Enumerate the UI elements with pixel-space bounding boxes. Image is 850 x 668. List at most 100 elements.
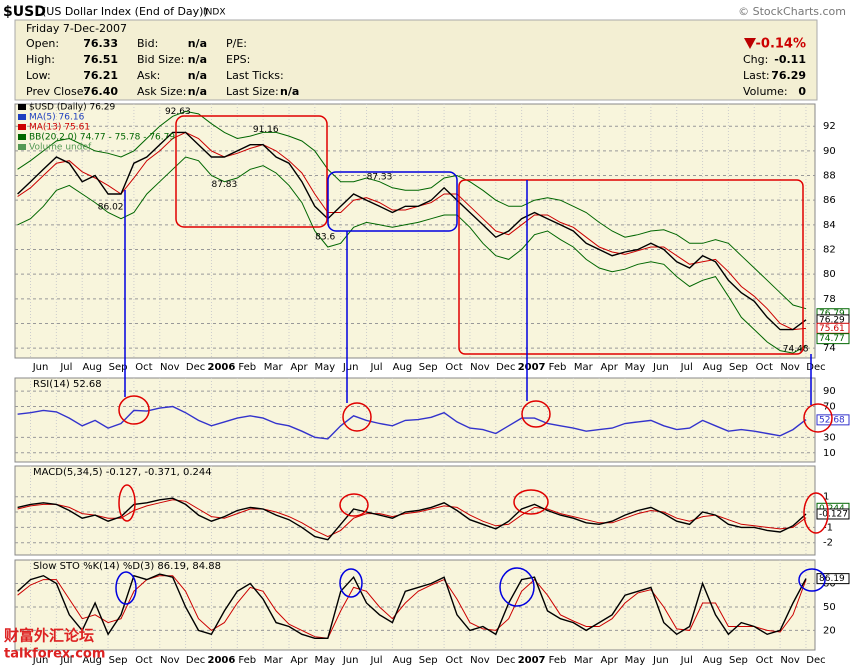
x-tick-label: Sep [729, 655, 748, 666]
x-tick-label: Feb [549, 362, 567, 373]
circle [342, 402, 372, 432]
circle [521, 400, 551, 428]
end-label: -0.127 [819, 509, 848, 519]
x-tick-label: Aug [393, 362, 413, 373]
x-tick-label: Apr [290, 362, 308, 373]
legend-label: $USD (Daily) 76.29 [29, 103, 116, 113]
x-tick-label: Oct [756, 655, 773, 666]
panel [14, 559, 816, 651]
circle [118, 484, 136, 522]
legend-label: Volume undef [29, 143, 92, 153]
x-tick-label: Aug [393, 655, 413, 666]
quote-value: 76.51 [83, 53, 118, 66]
x-tick-label: Oct [756, 362, 773, 373]
legend-swatch [18, 124, 26, 130]
x-tick-label: Jul [680, 655, 693, 666]
symbol: $USD [3, 4, 46, 20]
summary-value: 0 [798, 85, 806, 98]
x-tick-label: Mar [574, 655, 594, 666]
legend-swatch [18, 104, 26, 110]
end-label-box [816, 573, 850, 585]
circle [798, 568, 826, 592]
highlights [115, 115, 833, 607]
x-tick-label: Apr [290, 655, 308, 666]
x-tick-label: Oct [445, 655, 462, 666]
series-line [17, 156, 807, 354]
y-tick-label: 70 [823, 402, 836, 413]
x-tick-label: Oct [135, 362, 152, 373]
end-label-box [816, 414, 850, 426]
end-label-box [816, 508, 850, 520]
x-tick-label: Feb [238, 655, 256, 666]
x-tick-label: Aug [703, 655, 723, 666]
down-arrow [744, 38, 756, 49]
quote-label: Ask: [137, 69, 160, 82]
quote-label: Last Ticks: [226, 69, 284, 82]
y-tick-label: 10 [823, 448, 836, 459]
highlight-box [327, 171, 458, 232]
y-tick-label: 78 [823, 294, 836, 305]
circle [499, 567, 535, 607]
summary-value: -0.11 [774, 53, 806, 66]
series-line [17, 497, 807, 541]
y-tick-label: 86 [823, 195, 836, 206]
x-tick-label: Dec [806, 655, 825, 666]
circle [803, 403, 833, 433]
x-tick-label: Oct [445, 362, 462, 373]
quote-box [14, 19, 818, 101]
end-label: 86.19 [819, 574, 845, 584]
highlight-box [175, 115, 328, 228]
summary-label: Last: [743, 69, 770, 82]
x-tick-label: May [625, 362, 646, 373]
x-tick-label: Apr [601, 362, 619, 373]
quote-value: n/a [280, 85, 299, 98]
quote-value: 76.21 [83, 69, 118, 82]
legend-swatch [18, 134, 26, 140]
annotation: 87.33 [367, 172, 393, 182]
quote-value: n/a [188, 53, 207, 66]
highlight-box [458, 179, 804, 355]
quote-label: P/E: [226, 37, 247, 50]
summary-label: Chg: [743, 53, 768, 66]
exchange: INDX [203, 8, 225, 18]
summary-value: 76.29 [771, 69, 806, 82]
x-tick-label: Nov [470, 655, 490, 666]
quote-date: Friday 7-Dec-2007 [26, 22, 127, 35]
y-tick-label: 92 [823, 121, 836, 132]
series-line [17, 131, 807, 331]
x-tick-label: Aug [82, 362, 102, 373]
watermark: 财富外汇论坛 [4, 627, 94, 645]
circle [513, 489, 549, 515]
y-tick-label: 88 [823, 171, 836, 182]
x-tick-label: Sep [109, 655, 128, 666]
x-tick-label: Jul [680, 362, 693, 373]
quote-label: High: [26, 53, 55, 66]
annotation: 87.83 [211, 180, 237, 190]
y-tick-label: 82 [823, 244, 836, 255]
end-label: 76.79 [819, 309, 845, 319]
y-tick-label: 20 [823, 625, 836, 636]
summary-label: Volume: [743, 85, 788, 98]
x-tick-label: Aug [82, 655, 102, 666]
panel-title: MACD(5,34,5) -0.127, -0.371, 0.244 [33, 467, 212, 478]
legend-swatch [18, 144, 26, 150]
x-tick-label: Mar [264, 655, 284, 666]
quote-value: n/a [188, 85, 207, 98]
quote-value: n/a [188, 69, 207, 82]
x-tick-label: Jun [652, 655, 669, 666]
end-label: 75.61 [819, 324, 845, 334]
x-tick-label: Feb [238, 362, 256, 373]
legend-label: MA(5) 76.16 [29, 113, 85, 123]
x-tick-label: 2007 [518, 362, 546, 373]
x-tick-label: 2007 [518, 655, 546, 666]
credit: © StockCharts.com [738, 5, 846, 18]
index-name: (US Dollar Index (End of Day)) [42, 5, 208, 18]
x-tick-label: Oct [135, 655, 152, 666]
x-tick-label: Jun [342, 655, 359, 666]
x-tick-label: Jul [59, 362, 72, 373]
end-label-box [816, 333, 850, 345]
quote-label: EPS: [226, 53, 250, 66]
x-tick-label: Dec [806, 362, 825, 373]
x-tick-label: Dec [186, 655, 205, 666]
